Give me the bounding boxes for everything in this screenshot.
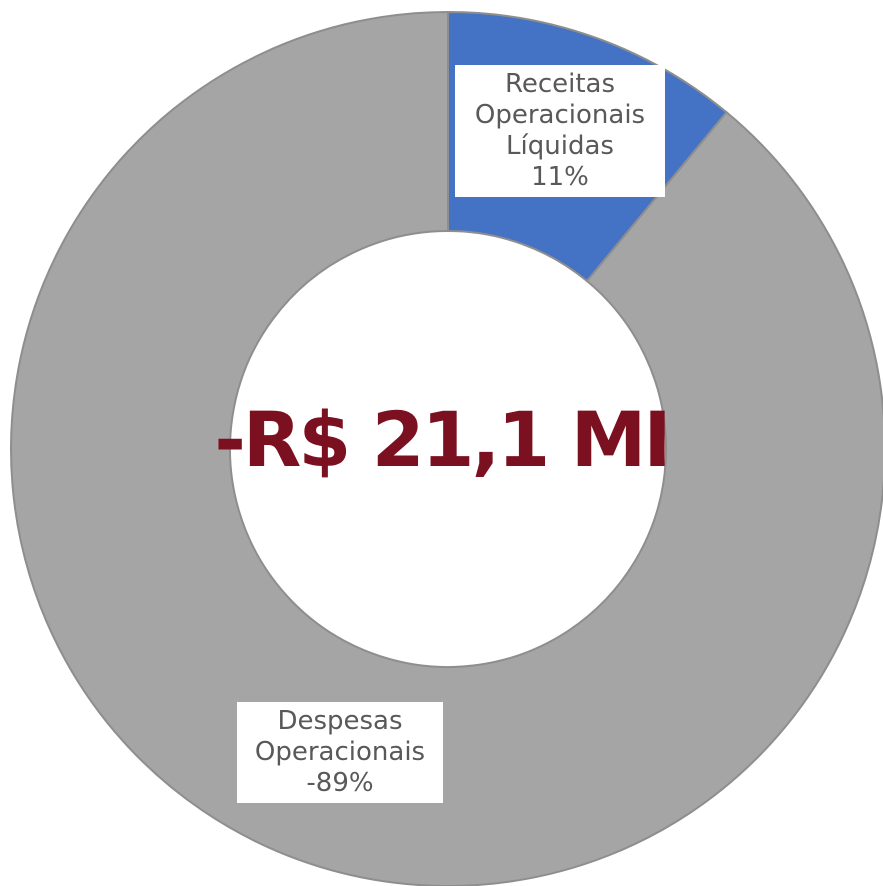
slice-value: 11% [531,162,589,192]
slice-category: Receitas Operacionais Líquidas [474,69,646,161]
slice-category: Despesas Operacionais [254,706,426,767]
slice-value: -89% [306,768,374,798]
donut-slice [10,10,883,886]
center-label: -R$ 21,1 MI [214,395,671,484]
data-label: Despesas Operacionais -89% [237,702,443,803]
data-label: Receitas Operacionais Líquidas 11% [455,65,665,197]
